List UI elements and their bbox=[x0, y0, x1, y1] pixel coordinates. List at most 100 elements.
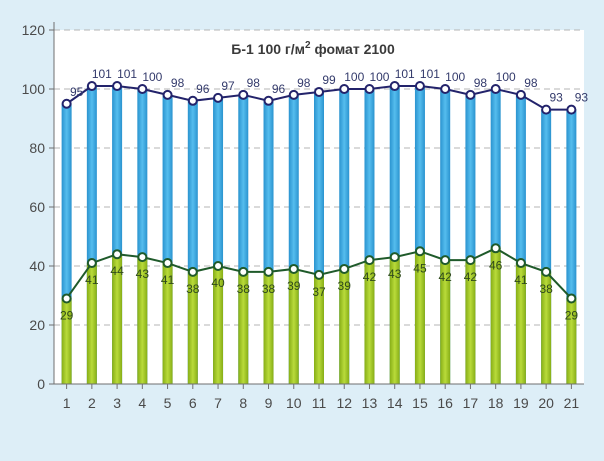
point-series-1 bbox=[213, 92, 224, 103]
point-series-2 bbox=[465, 255, 476, 266]
bar-series-1 bbox=[339, 89, 350, 384]
bar-series-1 bbox=[288, 94, 299, 385]
point-series-1 bbox=[137, 84, 148, 94]
data-labels: 95 101 101 100 98 96 97 98 96 98 99 100 100 101 101 100… bbox=[60, 67, 588, 322]
point-series-1 bbox=[238, 89, 249, 100]
bar-series-2 bbox=[314, 274, 324, 384]
bar-series-1 bbox=[515, 94, 526, 385]
bar-series-2 bbox=[465, 260, 476, 384]
data-label-series-1: 98 bbox=[171, 76, 185, 90]
bar-series-1 bbox=[364, 89, 375, 384]
point-series-2 bbox=[314, 269, 324, 280]
x-tick-label: 10 bbox=[286, 395, 302, 411]
data-label-series-1: 100 bbox=[369, 70, 389, 84]
point-series-2 bbox=[288, 263, 299, 274]
bar-series-2 bbox=[490, 248, 501, 384]
data-label-series-1: 101 bbox=[420, 67, 440, 81]
point-series-2 bbox=[566, 293, 577, 304]
point-series-2 bbox=[263, 266, 274, 277]
bar-series-1 bbox=[112, 86, 123, 385]
x-tick-label: 15 bbox=[412, 395, 428, 411]
data-label-series-2: 38 bbox=[262, 282, 276, 296]
bar-series-2 bbox=[263, 271, 274, 384]
bar-series-1 bbox=[162, 94, 173, 385]
x-tick-label: 4 bbox=[138, 395, 146, 411]
point-series-2 bbox=[187, 266, 198, 277]
point-series-2 bbox=[238, 266, 249, 277]
data-label-series-1: 101 bbox=[395, 67, 415, 81]
point-series-2 bbox=[112, 249, 123, 260]
point-series-2 bbox=[490, 243, 501, 254]
data-label-series-1: 95 bbox=[70, 85, 84, 99]
bar-series-2 bbox=[541, 271, 552, 384]
data-label-series-2: 29 bbox=[565, 308, 579, 322]
bars bbox=[61, 86, 577, 385]
data-label-series-1: 99 bbox=[322, 73, 336, 87]
data-label-series-1: 98 bbox=[297, 76, 311, 90]
y-tick-label: 100 bbox=[22, 81, 46, 97]
bar-series-1 bbox=[61, 103, 72, 384]
bar-series-1 bbox=[263, 100, 274, 385]
point-series-1 bbox=[465, 89, 476, 100]
bar-series-2 bbox=[86, 263, 97, 384]
data-label-series-1: 97 bbox=[221, 79, 235, 93]
point-series-2 bbox=[414, 246, 425, 257]
bar-series-2 bbox=[137, 257, 148, 384]
bar-series-2 bbox=[389, 257, 400, 384]
data-label-series-2: 41 bbox=[85, 273, 99, 287]
point-series-1 bbox=[364, 84, 375, 94]
data-label-series-2: 39 bbox=[338, 279, 352, 293]
y-tick-label: 120 bbox=[22, 22, 46, 38]
point-series-1 bbox=[187, 95, 198, 106]
data-label-series-2: 38 bbox=[186, 282, 200, 296]
data-label-series-2: 45 bbox=[413, 261, 427, 275]
lines bbox=[61, 81, 577, 304]
point-series-1 bbox=[288, 89, 299, 100]
point-series-1 bbox=[541, 104, 552, 115]
data-label-series-2: 42 bbox=[439, 270, 453, 284]
x-tick-label: 11 bbox=[312, 395, 327, 411]
x-tick-label: 1 bbox=[63, 395, 71, 411]
point-series-2 bbox=[389, 252, 400, 263]
x-tick-label: 14 bbox=[387, 395, 403, 411]
bar-series-2 bbox=[440, 260, 451, 384]
x-tick-label: 19 bbox=[513, 395, 529, 411]
data-label-series-2: 38 bbox=[237, 282, 251, 296]
point-series-2 bbox=[515, 258, 526, 269]
bar-series-2 bbox=[162, 263, 173, 384]
data-label-series-2: 40 bbox=[211, 276, 225, 290]
data-label-series-2: 29 bbox=[60, 308, 74, 322]
data-label-series-2: 42 bbox=[363, 270, 377, 284]
bar-series-2 bbox=[112, 254, 123, 384]
bar-series-1 bbox=[213, 97, 224, 384]
bar-series-1 bbox=[238, 94, 249, 385]
y-tick-label: 80 bbox=[29, 140, 45, 156]
point-series-2 bbox=[213, 261, 224, 271]
data-label-series-1: 101 bbox=[117, 67, 137, 81]
y-tick-label: 40 bbox=[29, 258, 45, 274]
bar-series-1 bbox=[541, 109, 552, 385]
point-series-1 bbox=[61, 98, 72, 109]
data-label-series-1: 100 bbox=[496, 70, 516, 84]
point-series-1 bbox=[389, 81, 400, 92]
point-series-1 bbox=[566, 104, 577, 115]
bar-series-1 bbox=[440, 89, 451, 384]
point-series-1 bbox=[263, 95, 274, 106]
point-series-2 bbox=[339, 263, 350, 274]
point-series-2 bbox=[440, 255, 451, 266]
bar-series-1 bbox=[187, 100, 198, 385]
point-series-2 bbox=[162, 258, 173, 269]
data-label-series-2: 41 bbox=[514, 273, 528, 287]
x-tick-label: 5 bbox=[164, 395, 172, 411]
data-label-series-1: 93 bbox=[575, 91, 589, 105]
data-label-series-1: 96 bbox=[196, 82, 210, 96]
bar-series-1 bbox=[465, 94, 476, 385]
data-label-series-1: 101 bbox=[92, 67, 112, 81]
point-series-1 bbox=[86, 81, 97, 92]
data-label-series-2: 38 bbox=[539, 282, 553, 296]
data-label-series-2: 46 bbox=[489, 258, 503, 272]
x-tick-label: 7 bbox=[214, 395, 222, 411]
bar-series-2 bbox=[288, 268, 299, 384]
data-label-series-2: 39 bbox=[287, 279, 301, 293]
